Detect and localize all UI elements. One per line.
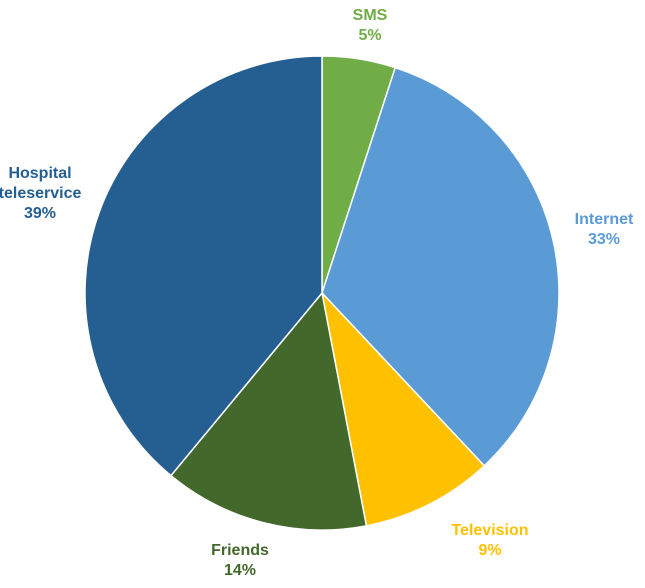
- slice-category-label-sms: SMS: [353, 7, 388, 24]
- slice-category-label-hospital-teleservice: teleservice: [0, 185, 81, 202]
- slice-value-label-friends: 14%: [224, 562, 256, 579]
- slice-category-label-internet: Internet: [575, 211, 634, 228]
- pie-slice-television: [320, 290, 486, 527]
- pie-slices: [84, 55, 560, 531]
- slice-labels: SMS 5% Internet 33% Television 9% Friends 14% Ho…: [0, 7, 634, 579]
- pie-slice-friends: [169, 291, 368, 531]
- slice-category-label-friends: Friends: [211, 542, 269, 559]
- slice-value-label-internet: 33%: [588, 231, 620, 248]
- pie-slice-internet: [321, 66, 560, 467]
- pie-slice-hospital-teleservice: [84, 55, 323, 477]
- slice-category-label-television: Television: [451, 522, 528, 539]
- slice-value-label-sms: 5%: [358, 27, 381, 44]
- slice-category-label-hospital-teleservice: Hospital: [8, 165, 71, 182]
- slice-value-label-television: 9%: [478, 542, 501, 559]
- slice-value-label-hospital-teleservice: 39%: [24, 205, 56, 222]
